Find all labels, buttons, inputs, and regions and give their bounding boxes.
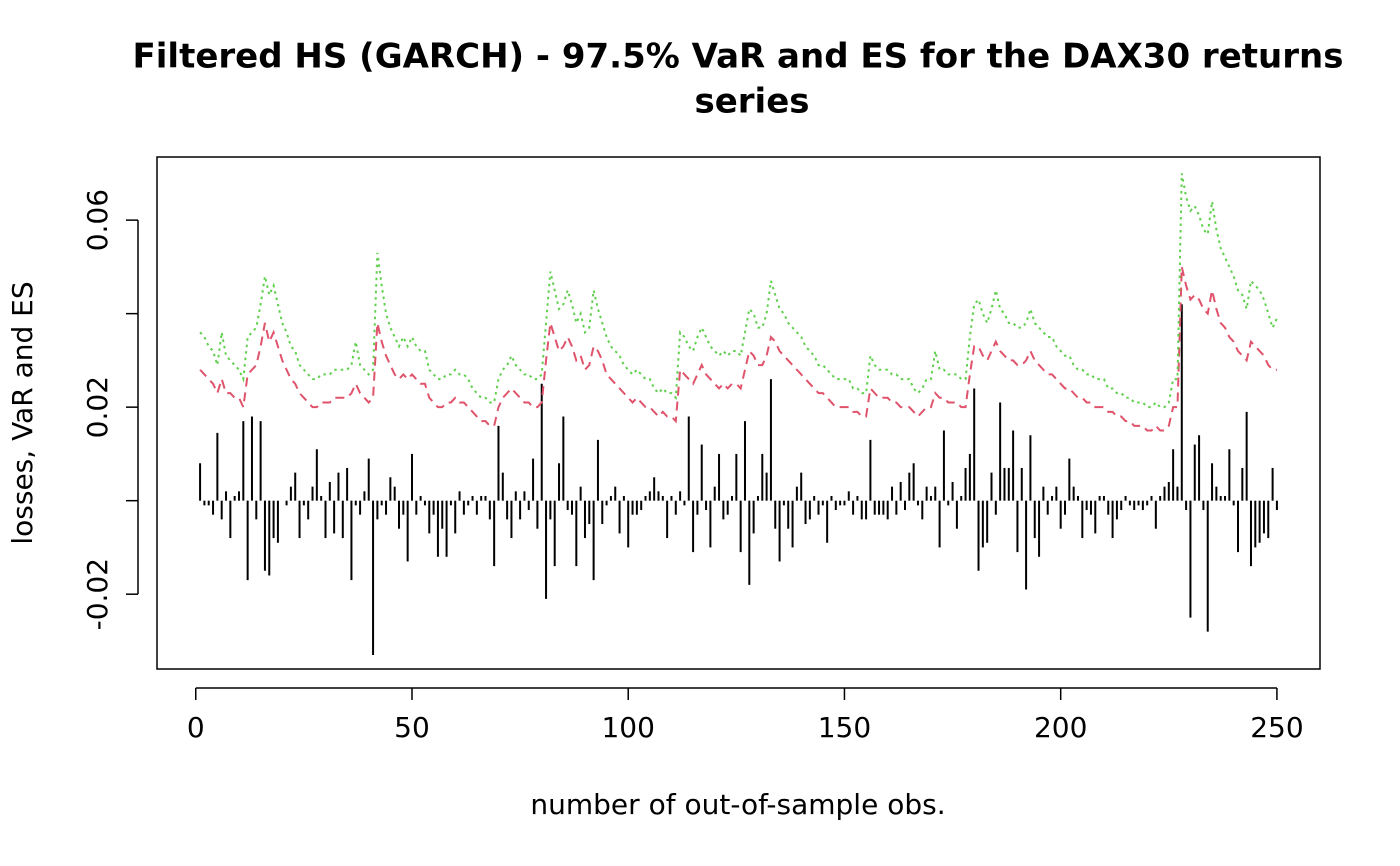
x-axis-title: number of out-of-sample obs. xyxy=(530,788,945,821)
x-tick-label: 200 xyxy=(1034,711,1087,744)
y-axis-title: losses, VaR and ES xyxy=(6,281,39,544)
y-tick-label: -0.02 xyxy=(81,558,114,630)
x-tick-label: 50 xyxy=(394,711,430,744)
x-tick-label: 250 xyxy=(1250,711,1303,744)
var-line xyxy=(199,266,1277,432)
chart-title: Filtered HS (GARCH) - 97.5% VaR and ES f… xyxy=(133,37,1344,77)
plot-area xyxy=(199,173,1278,655)
x-tick-label: 0 xyxy=(187,711,205,744)
chart-title: series xyxy=(694,82,809,122)
x-tick-label: 150 xyxy=(818,711,871,744)
x-tick-label: 100 xyxy=(601,711,654,744)
es-line xyxy=(199,173,1278,409)
y-tick-label: 0.06 xyxy=(81,189,114,251)
y-tick-label: 0.02 xyxy=(81,376,114,438)
plot-frame xyxy=(156,156,1321,670)
titles: Filtered HS (GARCH) - 97.5% VaR and ES f… xyxy=(6,37,1343,822)
